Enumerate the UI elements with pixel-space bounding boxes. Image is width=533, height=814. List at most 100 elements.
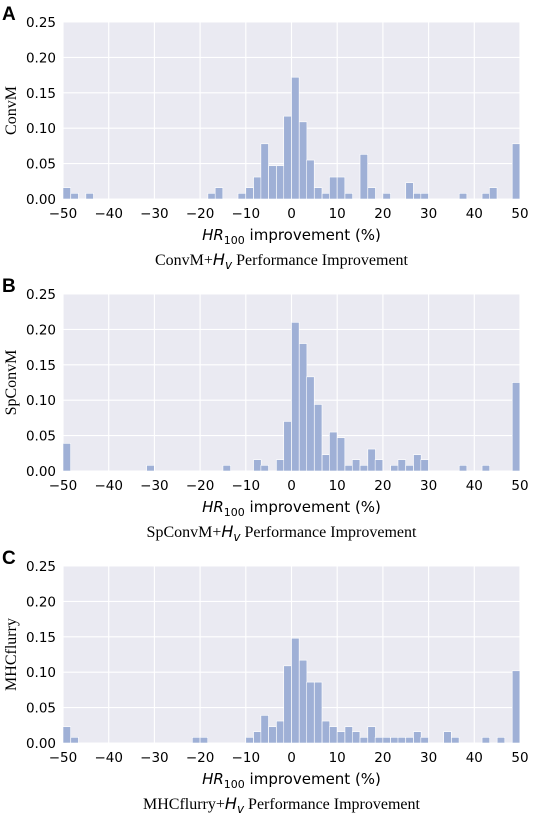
histogram-bar [62,443,71,472]
histogram-bar [70,193,79,200]
x-tick-label: −30 [140,750,169,766]
panel-caption: ConvM+Hv Performance Improvement [155,250,409,272]
histogram-bar [306,159,315,200]
y-tick-label: 0.20 [26,50,56,66]
x-tick-label: 30 [420,206,437,222]
histogram-bar [336,731,346,744]
panel-c: C −50 −40 −30 −20 −10 0 10 20 30 40 50 0.00 0.05 0.10 0… [2,548,529,814]
panel-letter: A [2,4,16,25]
histogram-bar [489,187,498,200]
histogram-bar [344,726,353,744]
histogram-bar [336,437,346,472]
histogram-bar [359,154,368,200]
histogram-bar [413,731,422,744]
histogram-bar [397,459,406,472]
y-tick-label: 0.10 [26,121,56,137]
histogram-bar [298,343,308,472]
x-tick-label: 10 [329,478,346,494]
histogram-bar [291,637,300,744]
histogram-bar [306,376,315,472]
histogram-bar [420,737,429,744]
histogram-bar [405,737,414,744]
x-tick-label: 40 [466,750,483,766]
histogram-bar [306,681,315,744]
histogram-bar [458,465,468,472]
histogram-bar [291,76,300,200]
x-tick-label: −40 [94,206,123,222]
x-tick-label: 20 [374,206,391,222]
panel-caption: MHCflurry+Hv Performance Improvement [143,794,421,814]
x-tick-label: 10 [329,206,346,222]
x-tick-label: −50 [49,206,78,222]
x-tick-label: −10 [232,206,261,222]
panel-a: A −50 −40 −30 −20 −10 0 10 20 30 40 50 0.00 0.05 0.10 0… [2,4,529,272]
y-tick-label: 0.05 [26,429,56,445]
histogram-bar [359,737,368,744]
histogram-bar [321,720,331,744]
histogram-bar [321,454,331,472]
y-tick-label: 0.15 [26,358,56,374]
x-tick-label: 50 [511,750,528,766]
histogram-bar [511,143,521,200]
y-tick-label: 0.00 [26,192,56,208]
histogram-bar [329,176,338,200]
histogram-bar [336,176,346,200]
histogram-bar [260,143,269,200]
x-axis-label: HR100 improvement (%) [202,226,381,247]
x-tick-label: 10 [329,750,346,766]
histogram-bar [329,726,338,744]
histogram-bar [359,465,368,472]
histogram-bar [420,193,429,200]
histogram-bar [298,659,308,744]
histogram-bar [397,737,406,744]
x-tick-label: −30 [140,478,169,494]
x-axis-label: HR100 improvement (%) [202,770,381,791]
histogram-bar [390,737,399,744]
y-tick-label: 0.05 [26,157,56,173]
histogram-bar [70,737,79,744]
y-tick-label: 0.00 [26,464,56,480]
y-axis-label: ConvM [3,86,20,135]
histogram-bar [192,737,201,744]
x-tick-label: 30 [420,478,437,494]
y-tick-label: 0.15 [26,630,56,646]
histogram-bar [344,193,353,200]
histogram-bar [374,459,384,472]
histogram-bar [214,187,224,200]
histogram-bar [283,115,292,200]
histogram-bar [367,187,376,200]
x-axis-label: HR100 improvement (%) [202,498,381,519]
histogram-bar [222,465,231,472]
histogram-bar [511,670,521,744]
x-tick-label: 50 [511,478,528,494]
y-tick-label: 0.10 [26,393,56,409]
histogram-bar [237,193,246,200]
x-tick-label: 20 [374,478,391,494]
histogram-bar [374,737,384,744]
x-tick-label: 30 [420,750,437,766]
histogram-bar [405,465,414,472]
histogram-bar [245,187,254,200]
y-axis-label: MHCflurry [3,618,20,691]
x-tick-label: −50 [49,478,78,494]
histogram-bar [443,731,452,744]
histogram-bar [496,737,506,744]
x-tick-label: 0 [287,206,296,222]
histogram-bar [458,193,468,200]
histogram-bar [268,165,277,200]
histogram-bar [351,731,361,744]
histogram-bar [314,681,323,744]
y-tick-label: 0.25 [26,15,56,31]
histogram-bar [413,454,422,472]
histogram-bar [268,726,277,744]
panel-caption: SpConvM+Hv Performance Improvement [147,522,417,544]
x-tick-label: −20 [186,206,215,222]
x-tick-label: −10 [232,750,261,766]
histogram-bar [451,737,460,744]
y-tick-label: 0.20 [26,322,56,338]
histogram-bar [420,459,429,472]
histogram-bar [260,465,269,472]
histogram-bar [276,720,285,744]
histogram-bar [199,737,209,744]
